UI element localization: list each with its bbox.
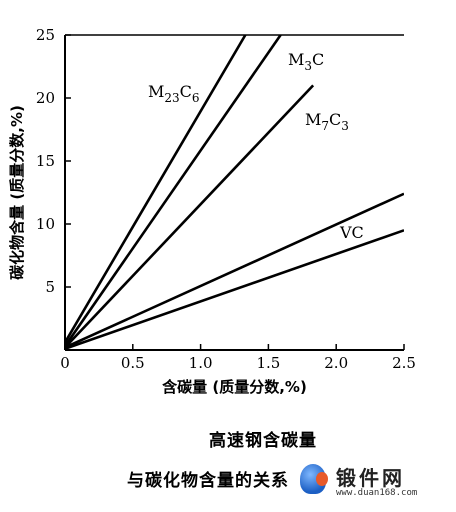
x-tick-label: 0 xyxy=(60,354,70,372)
watermark-title: 锻件网 xyxy=(336,466,405,490)
y-tick-label: 10 xyxy=(36,215,55,233)
y-axis-label: 碳化物含量 (质量分数,%) xyxy=(8,105,26,280)
x-tick-label: 2.0 xyxy=(324,354,348,372)
watermark: 锻件网 www.duan168.com xyxy=(300,462,450,502)
x-tick-label: 2.5 xyxy=(392,354,416,372)
watermark-url: www.duan168.com xyxy=(336,488,418,498)
y-tick-label: 5 xyxy=(45,278,55,296)
series-line-VC-upper xyxy=(65,192,404,349)
caption-line-1: 高速钢含碳量 xyxy=(209,431,317,451)
x-tick-label: 1.5 xyxy=(256,354,280,372)
x-axis-label: 含碳量 (质量分数,%) xyxy=(162,378,307,396)
caption-line-2: 与碳化物含量的关系 xyxy=(127,471,289,491)
series-line-VC-lower xyxy=(65,229,404,350)
series-line-M3C xyxy=(65,35,282,347)
x-tick-label: 0.5 xyxy=(121,354,145,372)
series-label-VC-upper: VC xyxy=(339,223,364,242)
series-label-M23C6: M23C6 xyxy=(148,82,200,105)
series-label-M7C3: M7C3 xyxy=(305,110,349,133)
y-tick-label: 20 xyxy=(36,89,55,107)
y-tick-label: 15 xyxy=(36,152,55,170)
y-tick-label: 25 xyxy=(36,26,55,44)
x-tick-label: 1.0 xyxy=(189,354,213,372)
series-label-M3C: M3C xyxy=(288,50,324,73)
watermark-logo-icon xyxy=(300,464,328,494)
series-line-M7C3 xyxy=(65,84,315,349)
series-line-M23C6 xyxy=(65,35,247,344)
chart: 0 0.5 1.0 1.5 2.0 2.5 5 10 15 20 25 含碳量 (质量分数,%) 碳化物… xyxy=(8,26,416,396)
